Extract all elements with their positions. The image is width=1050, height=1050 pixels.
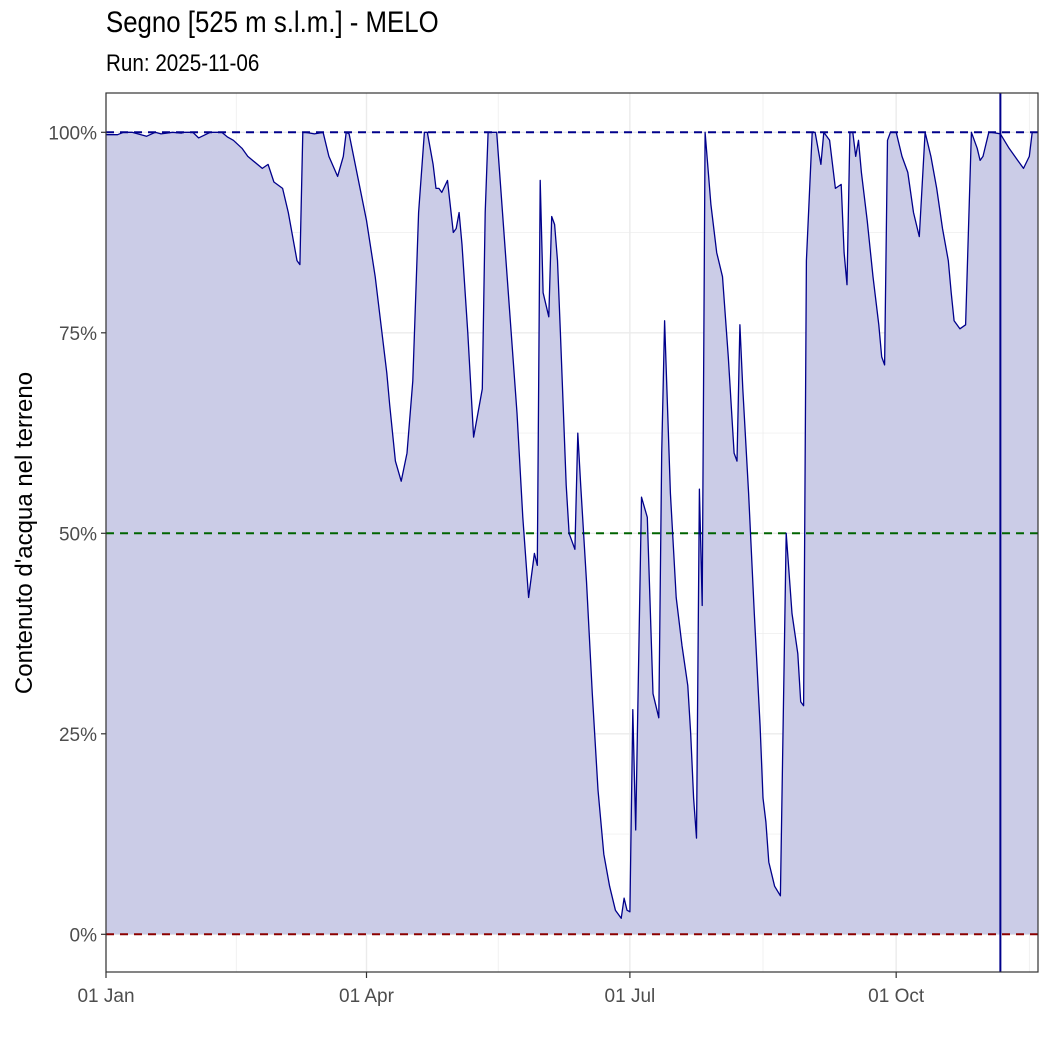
y-tick-label: 25% [59,725,97,746]
x-tick-label: 01 Oct [868,986,925,1007]
reference-lines [106,131,1038,936]
y-tick-label: 75% [59,324,97,345]
y-tick-label: 50% [59,524,97,545]
plot-panel-border [105,92,1039,973]
chart-subtitle: Run: 2025-11-06 [106,50,260,77]
x-tick-label: 01 Apr [339,986,395,1007]
soil-water-area [106,132,1038,935]
y-tick-label: 0% [70,925,98,946]
chart-title: Segno [525 m s.l.m.] - MELO [106,6,439,39]
x-tick-label: 01 Jan [77,986,134,1007]
x-tick-label: 01 Jul [605,986,656,1007]
x-axis-ticks: 01 Jan 01 Apr 01 Jul 01 Oct [77,972,925,1007]
y-axis-title: Contenuto d'acqua nel terreno [11,372,38,694]
y-tick-label: 100% [48,123,97,144]
soil-water-line [106,131,1038,919]
y-axis-ticks: 0% 25% 50% 75% 100% [48,123,106,946]
